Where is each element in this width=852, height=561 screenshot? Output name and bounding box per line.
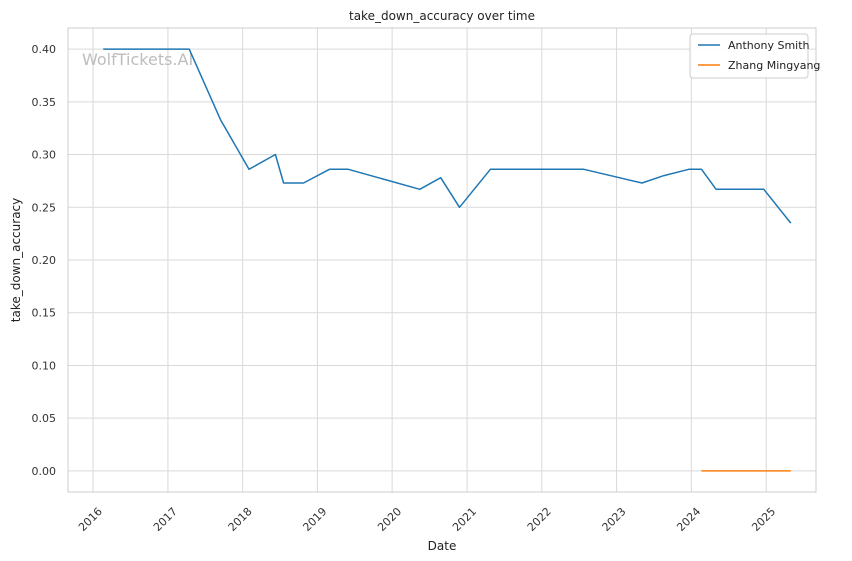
y-tick-label: 0.35	[32, 96, 57, 109]
x-tick-label: 2023	[600, 505, 629, 534]
y-tick-label: 0.40	[32, 43, 57, 56]
y-tick-label: 0.20	[32, 254, 57, 267]
y-axis-ticks: 0.00 0.05 0.10 0.15 0.20 0.25 0.30 0.35 0.40	[32, 43, 57, 478]
y-tick-label: 0.05	[32, 412, 57, 425]
series-line-anthony-smith	[103, 48, 792, 224]
legend-label: Zhang Mingyang	[728, 59, 820, 72]
y-tick-label: 0.25	[32, 201, 57, 214]
y-tick-label: 0.10	[32, 359, 57, 372]
x-tick-label: 2017	[151, 505, 180, 534]
x-tick-label: 2024	[674, 505, 703, 534]
grid	[68, 28, 816, 492]
x-tick-label: 2025	[749, 505, 778, 534]
y-axis-label: take_down_accuracy	[9, 198, 23, 322]
y-tick-label: 0.30	[32, 149, 57, 162]
plot-frame	[67, 27, 817, 493]
x-tick-label: 2018	[226, 505, 255, 534]
watermark: WolfTickets.AI	[82, 50, 193, 69]
x-tick-label: 2016	[76, 505, 105, 534]
y-tick-label: 0.15	[32, 307, 57, 320]
x-tick-label: 2021	[450, 505, 479, 534]
x-axis-label: Date	[428, 539, 457, 553]
y-tick-label: 0.00	[32, 465, 57, 478]
x-tick-label: 2022	[525, 505, 554, 534]
legend-label: Anthony Smith	[728, 39, 810, 52]
x-tick-label: 2019	[300, 505, 329, 534]
chart-title: take_down_accuracy over time	[349, 9, 535, 23]
x-tick-label: 2020	[375, 505, 404, 534]
legend: Anthony Smith Zhang Mingyang	[689, 33, 820, 79]
x-axis-ticks: 2016 2017 2018 2019 2020 2021 2022 2023 2024 2025	[76, 505, 778, 534]
series	[103, 48, 792, 472]
